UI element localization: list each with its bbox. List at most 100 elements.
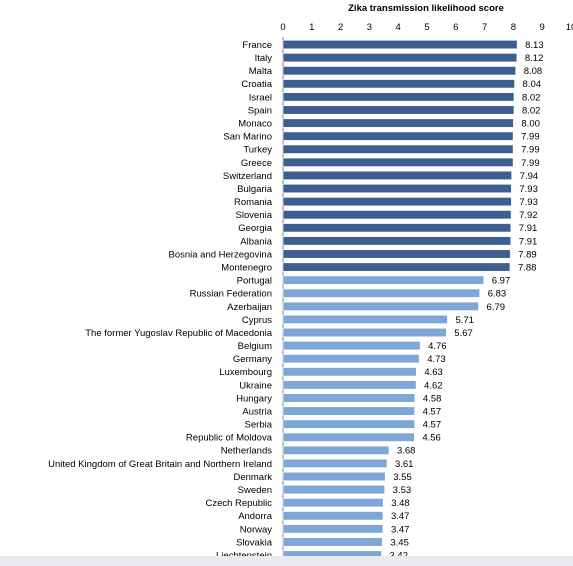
x-tick-label: 5	[424, 22, 429, 33]
category-label: Bulgaria	[237, 184, 273, 195]
bar	[282, 288, 480, 298]
category-label: Malta	[249, 66, 273, 77]
value-label: 3.53	[393, 485, 412, 496]
x-tick-label: 9	[540, 22, 545, 33]
bar	[282, 66, 516, 76]
bar	[282, 445, 390, 455]
bar	[282, 341, 421, 351]
category-label: Azerbaijan	[227, 302, 272, 313]
value-label: 8.00	[521, 118, 540, 129]
category-label: Sweden	[238, 485, 272, 496]
x-tick-label: 7	[482, 22, 487, 33]
value-label: 8.02	[522, 92, 541, 103]
category-label: San Marino	[223, 132, 272, 143]
value-labels: 8.13 8.12 8.08 8.04 8.02 8.02 8.00 7.99 7.99 7.99…	[390, 40, 544, 562]
value-label: 3.68	[397, 446, 416, 457]
bar	[282, 118, 514, 128]
category-label: Liechtenstein	[216, 550, 272, 561]
value-label: 7.92	[519, 210, 538, 221]
value-label: 3.61	[395, 459, 414, 470]
value-label: 8.02	[522, 105, 541, 116]
value-label: 4.62	[424, 380, 443, 391]
value-label: 4.57	[423, 420, 442, 431]
value-label: 3.47	[391, 524, 410, 535]
bar	[282, 354, 420, 364]
value-label: 8.08	[524, 66, 543, 77]
value-label: 7.99	[521, 145, 540, 156]
category-labels: France Italy Malta Croatia Israel Spain Monaco…	[48, 40, 273, 562]
value-label: 6.83	[488, 289, 507, 300]
bar	[282, 327, 447, 338]
bar	[282, 157, 514, 167]
value-label: 4.58	[423, 393, 442, 404]
bar	[282, 170, 512, 180]
category-label: Slovenia	[236, 210, 273, 221]
bar	[282, 197, 512, 207]
value-label: 7.91	[519, 236, 538, 247]
category-label: Albania	[240, 236, 272, 247]
category-label: Republic of Moldova	[186, 433, 273, 444]
bar	[282, 380, 417, 390]
bar	[282, 262, 511, 272]
category-label: France	[242, 40, 272, 51]
value-label: 3.55	[393, 472, 412, 483]
bottom-strip	[0, 556, 573, 566]
value-label: 7.88	[518, 262, 537, 273]
category-label: Israel	[249, 92, 272, 103]
bar	[282, 537, 383, 547]
bar	[282, 419, 415, 429]
value-label: 8.04	[523, 79, 542, 90]
value-label: 7.91	[519, 223, 538, 234]
category-label: Bosnia and Herzegovina	[168, 249, 272, 260]
bar	[282, 39, 518, 50]
value-label: 3.42	[390, 550, 409, 561]
category-label: Ukraine	[239, 380, 272, 391]
category-label: Turkey	[243, 145, 272, 156]
bar	[282, 223, 512, 233]
category-label: Switzerland	[223, 171, 272, 182]
x-tick-label: 8	[511, 22, 516, 33]
category-label: Belgium	[238, 341, 272, 352]
category-label: Greece	[241, 158, 272, 169]
bar	[282, 498, 384, 508]
category-label: Hungary	[236, 393, 272, 404]
bar	[282, 210, 512, 220]
category-label: Netherlands	[221, 446, 272, 457]
x-tick-label: 4	[396, 22, 401, 33]
bar	[282, 275, 485, 285]
bar	[282, 144, 514, 154]
bar	[282, 406, 415, 416]
category-label: Austria	[242, 406, 272, 417]
value-label: 6.79	[487, 302, 506, 313]
category-label: Portugal	[237, 276, 272, 287]
bar	[282, 236, 512, 246]
bar	[282, 105, 515, 115]
category-label: United Kingdom of Great Britain and Nort…	[48, 459, 272, 470]
bar	[282, 511, 384, 521]
category-label: Norway	[240, 524, 272, 535]
x-tick-label: 3	[367, 22, 372, 33]
category-label: Denmark	[233, 472, 272, 483]
category-label: Russian Federation	[190, 289, 272, 300]
bar	[282, 471, 386, 482]
value-label: 5.67	[454, 328, 473, 339]
value-label: 4.57	[423, 406, 442, 417]
bar	[282, 131, 514, 141]
category-label: The former Yugoslav Republic of Macedoni…	[85, 328, 272, 339]
bar	[282, 92, 515, 102]
bar	[282, 458, 388, 468]
bar	[282, 314, 448, 324]
x-tick-label: 10	[566, 22, 573, 33]
bar	[282, 485, 385, 495]
category-label: Montenegro	[221, 262, 272, 273]
category-label: Georgia	[238, 223, 273, 234]
category-label: Germany	[233, 354, 272, 365]
value-label: 7.93	[519, 184, 538, 195]
bar	[282, 249, 511, 259]
value-label: 7.99	[521, 158, 540, 169]
category-label: Croatia	[241, 79, 272, 90]
bar	[282, 432, 415, 442]
bars	[282, 39, 518, 560]
value-label: 4.76	[428, 341, 447, 352]
